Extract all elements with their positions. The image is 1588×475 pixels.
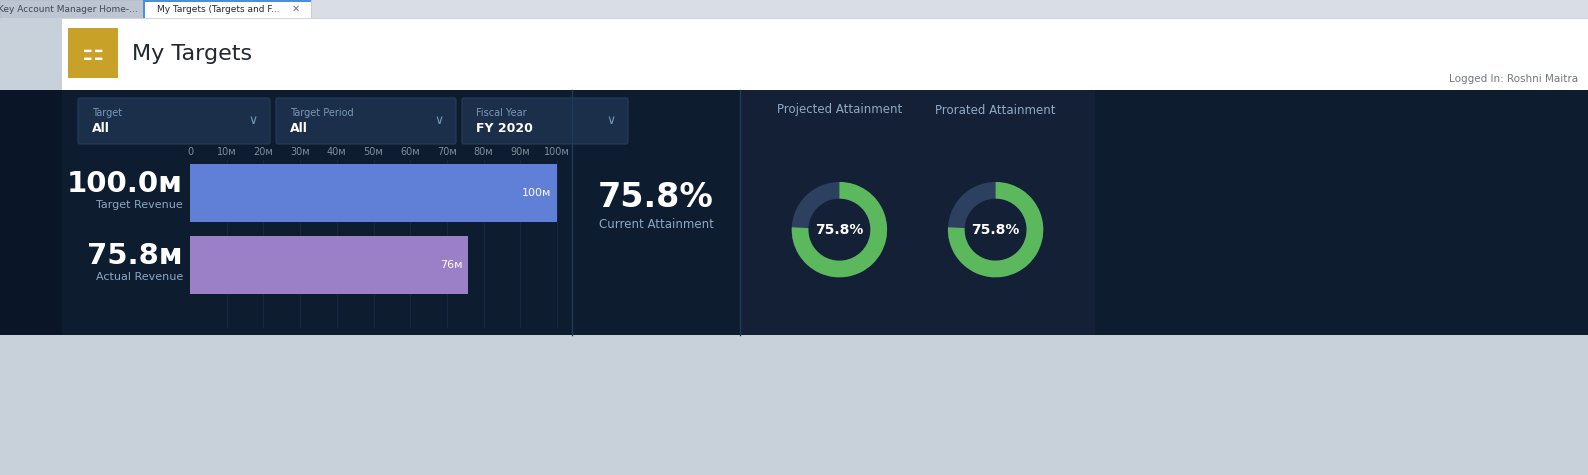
FancyBboxPatch shape bbox=[0, 335, 1588, 475]
Text: FY 2020: FY 2020 bbox=[476, 123, 534, 135]
Text: Prorated Attainment: Prorated Attainment bbox=[935, 104, 1056, 116]
Text: Current Attainment: Current Attainment bbox=[599, 218, 713, 231]
Text: ✕: ✕ bbox=[292, 4, 300, 14]
Text: 80м: 80м bbox=[473, 147, 494, 157]
Text: 30м: 30м bbox=[291, 147, 310, 157]
Text: 50м: 50м bbox=[364, 147, 383, 157]
Text: 100м: 100м bbox=[521, 188, 551, 198]
Text: 60м: 60м bbox=[400, 147, 419, 157]
Text: My Targets: My Targets bbox=[132, 44, 252, 64]
Text: Actual Revenue: Actual Revenue bbox=[95, 272, 183, 282]
Text: Target: Target bbox=[92, 108, 122, 118]
Text: 40м: 40м bbox=[327, 147, 346, 157]
Text: ⚏: ⚏ bbox=[83, 41, 105, 65]
FancyBboxPatch shape bbox=[68, 28, 118, 78]
Text: ∨: ∨ bbox=[248, 114, 257, 127]
Text: 10м: 10м bbox=[218, 147, 237, 157]
Text: 75.8м: 75.8м bbox=[87, 242, 183, 270]
Text: 100м: 100м bbox=[545, 147, 570, 157]
Text: 75.8%: 75.8% bbox=[972, 223, 1019, 237]
Text: 75.8%: 75.8% bbox=[815, 223, 864, 237]
Wedge shape bbox=[792, 182, 888, 277]
FancyBboxPatch shape bbox=[143, 0, 145, 18]
FancyBboxPatch shape bbox=[0, 90, 62, 335]
Text: ∨: ∨ bbox=[435, 114, 443, 127]
FancyBboxPatch shape bbox=[0, 18, 1588, 90]
Text: 0: 0 bbox=[187, 147, 194, 157]
Text: Key Account Manager Home-...: Key Account Manager Home-... bbox=[0, 4, 138, 13]
Text: Target Revenue: Target Revenue bbox=[97, 200, 183, 210]
FancyBboxPatch shape bbox=[0, 0, 143, 18]
Text: Projected Attainment: Projected Attainment bbox=[777, 104, 902, 116]
Text: 75.8%: 75.8% bbox=[599, 181, 715, 214]
Text: My Targets (Targets and F...: My Targets (Targets and F... bbox=[157, 4, 279, 13]
FancyBboxPatch shape bbox=[191, 236, 468, 294]
Text: 70м: 70м bbox=[437, 147, 457, 157]
FancyBboxPatch shape bbox=[143, 0, 311, 18]
Wedge shape bbox=[948, 182, 1043, 277]
Text: Target Period: Target Period bbox=[291, 108, 354, 118]
Wedge shape bbox=[948, 182, 1043, 277]
FancyBboxPatch shape bbox=[0, 18, 1588, 19]
FancyBboxPatch shape bbox=[143, 0, 311, 2]
FancyBboxPatch shape bbox=[0, 18, 62, 90]
Text: 20м: 20м bbox=[254, 147, 273, 157]
Text: Fiscal Year: Fiscal Year bbox=[476, 108, 527, 118]
FancyBboxPatch shape bbox=[0, 90, 1588, 335]
Text: All: All bbox=[92, 123, 110, 135]
FancyBboxPatch shape bbox=[276, 98, 456, 144]
Text: ∨: ∨ bbox=[607, 114, 616, 127]
Text: 90м: 90м bbox=[510, 147, 530, 157]
Text: 100.0м: 100.0м bbox=[67, 170, 183, 198]
Wedge shape bbox=[792, 182, 888, 277]
FancyBboxPatch shape bbox=[462, 98, 627, 144]
Text: All: All bbox=[291, 123, 308, 135]
FancyBboxPatch shape bbox=[191, 164, 557, 222]
FancyBboxPatch shape bbox=[78, 98, 270, 144]
FancyBboxPatch shape bbox=[0, 0, 1588, 18]
FancyBboxPatch shape bbox=[740, 90, 1096, 335]
Text: Logged In: Roshni Maitra: Logged In: Roshni Maitra bbox=[1448, 74, 1578, 84]
Text: 76м: 76м bbox=[440, 260, 462, 270]
